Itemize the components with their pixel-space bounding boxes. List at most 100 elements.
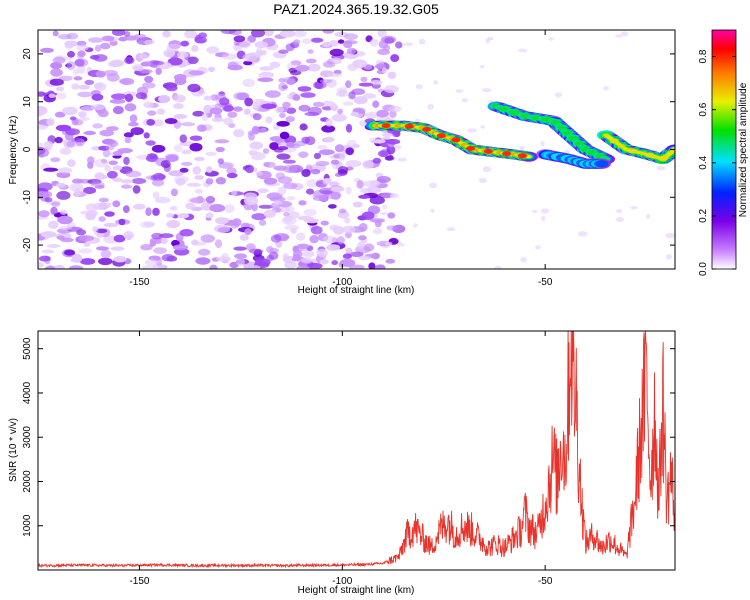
colorbar-label: Normalized spectral amplitude bbox=[738, 82, 749, 217]
noise-blob bbox=[140, 61, 152, 67]
noise-blob bbox=[307, 49, 314, 54]
noise-blob bbox=[372, 228, 383, 235]
noise-blob bbox=[181, 149, 192, 155]
noise-blob bbox=[381, 67, 388, 74]
noise-blob bbox=[187, 56, 199, 65]
noise-blob bbox=[49, 78, 64, 86]
noise-blob bbox=[381, 132, 393, 138]
noise-blob bbox=[95, 174, 108, 180]
noise-blob bbox=[334, 172, 343, 177]
noise-blob bbox=[540, 140, 545, 147]
noise-blob bbox=[310, 169, 321, 175]
noise-blob bbox=[300, 92, 316, 98]
noise-blob bbox=[147, 110, 157, 116]
noise-blob bbox=[282, 159, 296, 164]
noise-blob bbox=[266, 245, 274, 254]
noise-blob bbox=[226, 172, 238, 179]
noise-blob bbox=[616, 208, 623, 213]
snr-axes: -150 -100 -50 1000 2000 3000 4000 5000 bbox=[22, 331, 675, 587]
noise-blob bbox=[70, 137, 82, 143]
noise-blob bbox=[360, 76, 368, 83]
noise-blob bbox=[118, 218, 126, 226]
noise-blob bbox=[169, 206, 178, 211]
noise-blob bbox=[345, 123, 353, 133]
noise-blob bbox=[129, 114, 138, 123]
noise-blob bbox=[67, 159, 76, 167]
noise-blob bbox=[297, 86, 312, 92]
noise-blob bbox=[369, 218, 386, 223]
noise-blob bbox=[217, 227, 230, 233]
noise-blob bbox=[174, 175, 189, 184]
noise-blob bbox=[38, 262, 44, 268]
noise-blob bbox=[192, 166, 201, 175]
noise-blob bbox=[273, 200, 282, 206]
noise-blob bbox=[41, 249, 55, 254]
noise-blob bbox=[194, 188, 203, 194]
noise-blob bbox=[252, 102, 260, 111]
noise-blob bbox=[251, 125, 260, 135]
noise-blob bbox=[92, 226, 99, 233]
noise-blob bbox=[42, 191, 53, 198]
colorbar-gradient bbox=[711, 29, 737, 270]
noise-blob bbox=[56, 235, 65, 240]
noise-blob bbox=[97, 109, 109, 118]
noise-blob bbox=[194, 36, 207, 44]
noise-blob bbox=[319, 79, 333, 84]
noise-blob bbox=[77, 65, 86, 74]
noise-blob bbox=[384, 241, 393, 245]
noise-blob bbox=[38, 146, 46, 155]
noise-blob bbox=[124, 56, 135, 65]
colorbar-tick-label: 0.6 bbox=[698, 102, 709, 116]
noise-blob bbox=[96, 246, 108, 251]
ridge-peak bbox=[451, 137, 461, 143]
noise-blob bbox=[258, 71, 275, 79]
noise-blob bbox=[292, 94, 301, 101]
snr-ylabel: SNR (10 * v/v) bbox=[8, 418, 19, 482]
noise-blob bbox=[111, 93, 127, 100]
noise-blob bbox=[494, 265, 502, 269]
noise-blob bbox=[187, 83, 201, 93]
noise-blob bbox=[217, 158, 224, 165]
noise-blob bbox=[94, 44, 102, 52]
noise-blob bbox=[328, 204, 337, 209]
ridge-peak bbox=[517, 153, 527, 159]
noise-blob bbox=[90, 104, 106, 111]
noise-blob bbox=[364, 111, 380, 119]
noise-blob bbox=[326, 244, 341, 251]
noise-blob bbox=[278, 78, 286, 83]
noise-blob bbox=[58, 167, 73, 174]
noise-blob bbox=[355, 51, 366, 57]
noise-blob bbox=[170, 188, 178, 197]
noise-blob bbox=[72, 68, 79, 75]
noise-blob bbox=[143, 39, 155, 45]
noise-blob bbox=[360, 188, 372, 194]
noise-blob bbox=[55, 182, 67, 188]
noise-blob bbox=[152, 207, 160, 216]
noise-blob bbox=[286, 78, 296, 85]
noise-blob bbox=[369, 180, 380, 188]
noise-blob bbox=[269, 61, 281, 69]
noise-blob bbox=[123, 31, 131, 37]
noise-blob bbox=[100, 158, 108, 164]
noise-blob bbox=[372, 100, 380, 108]
ridge-peak bbox=[436, 133, 446, 139]
noise-blob bbox=[209, 264, 218, 269]
noise-blob bbox=[319, 259, 329, 265]
noise-blob bbox=[328, 181, 340, 187]
noise-blob bbox=[455, 89, 463, 93]
spectrogram-ylabel: Frequency (Hz) bbox=[8, 116, 19, 185]
noise-blob bbox=[279, 131, 290, 140]
noise-blob bbox=[283, 215, 293, 223]
noise-blob bbox=[251, 213, 267, 221]
noise-blob bbox=[386, 145, 396, 155]
snr-panel: -150 -100 -50 1000 2000 3000 4000 5000 Height o… bbox=[8, 330, 676, 596]
noise-blob bbox=[90, 54, 100, 60]
noise-blob bbox=[298, 200, 307, 206]
noise-blob bbox=[69, 116, 77, 121]
noise-blob bbox=[112, 200, 121, 208]
noise-blob bbox=[124, 136, 132, 144]
noise-blob bbox=[234, 253, 247, 259]
noise-blob bbox=[367, 205, 381, 215]
noise-blob bbox=[336, 236, 345, 245]
noise-blob bbox=[139, 69, 153, 74]
